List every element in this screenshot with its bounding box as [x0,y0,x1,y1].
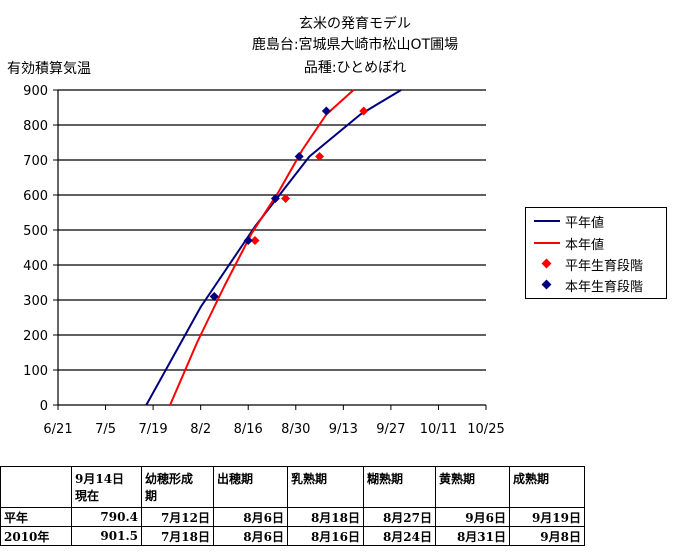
legend-item-avg-line: 平年値 [532,211,604,231]
table-cell: 9月19日 [509,507,585,527]
plot-svg: 0 100 200 300 400 500 600 700 800 900 6/21 7/5 7/19 8… [23,84,505,437]
x-tick-label: 7/19 [139,422,168,437]
growth-stage-table: 9月14日 現在 幼穂形成 期 出穂期 乳熟期 糊熟期 黄熟期 成熟期 平年 7… [0,466,585,546]
series-line-1 [169,89,355,406]
table-cell: 8月31日 [435,526,510,546]
legend-item-current-line: 本年値 [532,233,604,253]
table-cell: 8月6日 [213,526,288,546]
table-header-cell: 幼穂形成 期 [141,466,214,508]
legend-item-avg-stage: 平年生育段階 [532,254,643,274]
chart-title-line-1: 玄米の発育モデル [299,16,411,32]
x-tick-label: 8/30 [281,422,310,437]
stage-marker [250,236,260,245]
legend-line-swatch-navy [532,211,562,231]
x-tick-label: 6/21 [43,422,72,437]
x-tick-label: 10/25 [467,422,504,437]
y-tick-label: 500 [23,224,48,239]
table-cell: 平年 [0,507,72,527]
table-cell: 7月12日 [141,507,214,527]
table-cell: 901.5 [71,526,142,546]
legend-marker-red-diamond [532,254,562,274]
y-tick-label: 900 [23,84,48,99]
y-tick-label: 100 [23,364,48,379]
legend-label: 本年生育段階 [565,279,644,295]
table-cell: 8月18日 [287,507,364,527]
y-tick-label: 300 [23,294,48,309]
x-tick-label: 7/5 [95,422,116,437]
stage-marker [209,292,219,301]
y-tick-label: 200 [23,329,48,344]
table-header-cell: 成熟期 [509,466,585,508]
legend-item-current-stage: 本年生育段階 [532,275,643,295]
x-tick-label: 9/13 [329,422,358,437]
y-tick-label: 800 [23,119,48,134]
table-header-cell: 出穂期 [213,466,288,508]
stage-marker [321,106,331,116]
table-cell: 790.4 [71,507,142,527]
table-cell: 8月6日 [213,507,288,527]
stage-marker [359,106,369,116]
y-tick-label: 400 [23,259,48,274]
y-tick-label: 0 [40,399,48,414]
table-header-row: 9月14日 現在 幼穂形成 期 出穂期 乳熟期 糊熟期 黄熟期 成熟期 [0,466,585,508]
table-cell: 9月6日 [435,507,510,527]
legend-label: 平年値 [565,215,605,231]
table-cell: 2010年 [0,526,72,546]
table-cell: 8月24日 [363,526,436,546]
legend-label: 本年値 [565,237,605,253]
y-tick-label: 700 [23,154,48,169]
legend: 平年値 本年値 平年生育段階 本年生育段階 [525,207,667,299]
table-row: 2010年 901.5 7月18日 8月6日 8月16日 8月24日 8月31日… [0,526,585,546]
table-cell: 9月8日 [509,526,585,546]
x-tick-label: 9/27 [376,422,405,437]
stage-marker [243,236,253,245]
legend-marker-navy-diamond [532,275,562,295]
table-header-cell: 9月14日 現在 [71,466,142,508]
legend-line-swatch-red [532,233,562,253]
table-cell: 8月27日 [363,507,436,527]
stage-marker [281,194,291,203]
table-cell: 7月18日 [141,526,214,546]
legend-label: 平年生育段階 [565,258,644,274]
table-header-cell [0,466,72,508]
series-line-0 [145,89,402,406]
table-header-cell: 乳熟期 [287,466,364,508]
x-tick-label: 8/2 [190,422,211,437]
chart-area: 玄米の発育モデル 鹿島台:宮城県大崎市松山OT圃場 品種:ひとめぼれ 有効積算気… [7,16,667,437]
x-tick-label: 10/11 [420,422,457,437]
table-header-cell: 黄熟期 [435,466,510,508]
stage-marker [270,194,280,203]
table-cell: 8月16日 [287,526,364,546]
chart-title-line-3: 品種:ひとめぼれ [303,60,407,76]
y-tick-label: 600 [23,189,48,204]
x-tick-label: 8/16 [234,422,263,437]
chart-title-line-2: 鹿島台:宮城県大崎市松山OT圃場 [251,37,459,53]
table-header-cell: 糊熟期 [363,466,436,508]
stage-marker [294,152,304,161]
y-axis-label: 有効積算気温 [7,61,91,77]
stage-marker [315,152,325,161]
table-row: 平年 790.4 7月12日 8月6日 8月18日 8月27日 9月6日 9月1… [0,507,585,527]
